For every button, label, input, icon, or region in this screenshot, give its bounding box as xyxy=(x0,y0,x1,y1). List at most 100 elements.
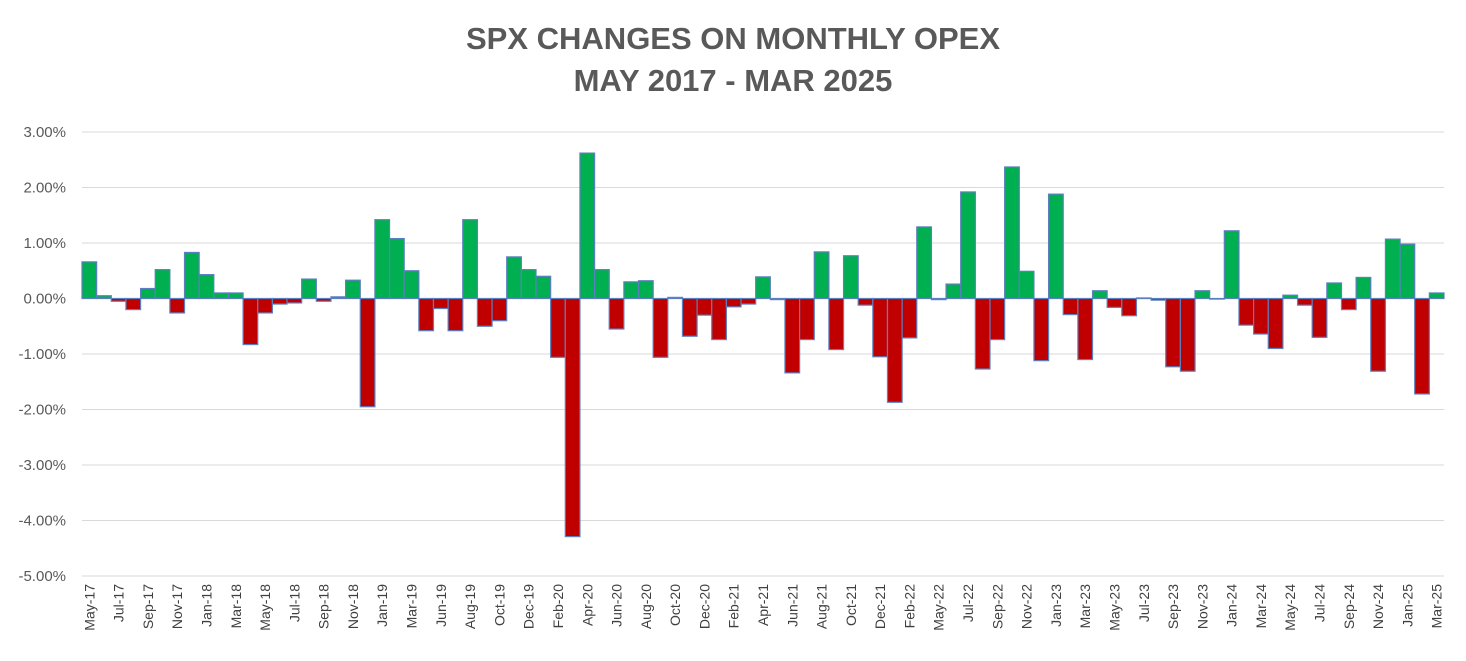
x-tick-label: Mar-25 xyxy=(1429,584,1445,629)
x-tick-label: Mar-18 xyxy=(228,584,244,629)
bar-Jun-23 xyxy=(1121,297,1138,317)
x-tick-label: Feb-20 xyxy=(550,584,566,629)
x-tick-label: Feb-22 xyxy=(901,584,917,629)
bar-Jun-17 xyxy=(96,295,112,300)
bar-Oct-17 xyxy=(154,269,171,300)
bar-Jul-17 xyxy=(110,297,127,302)
bar-Mar-20 xyxy=(564,297,581,538)
bar-Apr-20 xyxy=(579,152,596,300)
bar-Sep-19 xyxy=(476,297,493,327)
bar-Jun-20 xyxy=(608,297,625,330)
x-tick-label: Aug-21 xyxy=(814,584,830,629)
bar-Aug-18 xyxy=(301,278,317,300)
x-tick-label: Aug-19 xyxy=(462,584,478,629)
bar-Feb-22 xyxy=(901,297,918,339)
bar-Jan-21 xyxy=(711,297,727,341)
x-tick-label: Sep-23 xyxy=(1165,584,1181,629)
bar-Aug-22 xyxy=(974,297,991,370)
x-tick-label: Oct-19 xyxy=(491,584,507,626)
y-tick-label: -1.00% xyxy=(18,346,66,363)
x-tick-label: May-24 xyxy=(1282,584,1298,631)
bar-Jan-25 xyxy=(1399,243,1416,300)
bar-Oct-21 xyxy=(842,255,859,300)
x-tick-label: Nov-23 xyxy=(1194,584,1210,629)
x-tick-label: Feb-21 xyxy=(726,584,742,629)
x-tick-label: Mar-24 xyxy=(1253,584,1269,629)
x-tick-label: Oct-21 xyxy=(843,584,859,626)
bar-Mar-19 xyxy=(403,270,420,300)
x-tick-label: Jan-24 xyxy=(1224,584,1240,627)
bar-Apr-21 xyxy=(755,276,771,300)
x-tick-label: May-23 xyxy=(1106,584,1122,631)
bar-Mar-18 xyxy=(227,292,244,300)
x-tick-label: Jul-24 xyxy=(1312,584,1328,622)
bar-Mar-22 xyxy=(916,226,933,300)
x-tick-label: Sep-24 xyxy=(1341,584,1357,629)
x-tick-label: Nov-18 xyxy=(345,584,361,629)
bar-Oct-20 xyxy=(667,296,684,300)
x-tick-label: Mar-23 xyxy=(1077,584,1093,629)
bar-Aug-20 xyxy=(637,280,654,300)
bar-Feb-18 xyxy=(213,292,230,300)
y-tick-label: -4.00% xyxy=(18,513,66,530)
y-tick-label: -5.00% xyxy=(18,568,66,585)
x-tick-label: Dec-21 xyxy=(872,584,888,629)
bar-Feb-20 xyxy=(550,297,566,358)
x-tick-label: Jan-18 xyxy=(198,584,214,627)
bar-Apr-18 xyxy=(242,297,259,346)
bar-Sep-23 xyxy=(1165,297,1181,368)
bar-Nov-19 xyxy=(506,256,522,300)
y-tick-label: 1.00% xyxy=(23,235,66,252)
bar-Nov-22 xyxy=(1018,270,1035,300)
bar-Sep-22 xyxy=(989,297,1006,341)
x-tick-label: Nov-24 xyxy=(1370,584,1386,629)
chart-title-line-1: SPX CHANGES ON MONTHLY OPEX xyxy=(466,21,1000,56)
x-tick-label: Aug-20 xyxy=(638,584,654,629)
bar-Oct-19 xyxy=(491,297,508,322)
bar-Jul-22 xyxy=(960,191,976,300)
x-tick-label: Jul-18 xyxy=(286,584,302,622)
bar-May-21 xyxy=(769,297,786,301)
x-tick-label: Apr-20 xyxy=(579,584,595,626)
x-tick-label: Dec-19 xyxy=(521,584,537,629)
x-tick-label: May-17 xyxy=(81,584,97,631)
bar-Jan-23 xyxy=(1047,193,1064,300)
bar-Aug-21 xyxy=(813,251,830,300)
x-tick-label: Nov-17 xyxy=(169,584,185,629)
x-tick-label: Jan-23 xyxy=(1048,584,1064,627)
bar-Dec-24 xyxy=(1384,238,1401,300)
bar-Jan-20 xyxy=(535,275,552,300)
bar-Oct-22 xyxy=(1004,166,1020,300)
bar-Jun-21 xyxy=(784,297,801,374)
chart-title-line-2: MAY 2017 - MAR 2025 xyxy=(573,63,893,98)
bar-Sep-24 xyxy=(1340,297,1357,311)
bar-Dec-19 xyxy=(520,269,537,300)
x-tick-label: Apr-21 xyxy=(755,584,771,626)
bar-Aug-17 xyxy=(125,297,142,311)
bar-Nov-23 xyxy=(1194,290,1211,300)
x-tick-label: Jun-19 xyxy=(433,584,449,627)
bar-Apr-24 xyxy=(1267,297,1284,350)
bar-Sep-18 xyxy=(315,297,332,302)
chart-title: SPX CHANGES ON MONTHLY OPEX MAY 2017 - M… xyxy=(0,18,1466,102)
x-axis-ticks: May-17 Jul-17 Sep-17 Nov-17 Jan-18 Mar-18 May-… xyxy=(81,584,1444,631)
bar-May-24 xyxy=(1282,294,1299,300)
bar-Aug-23 xyxy=(1150,297,1167,301)
bar-Mar-24 xyxy=(1253,297,1269,335)
gridlines xyxy=(82,131,1444,577)
y-axis-ticks: 3.00% 2.00% 1.00% 0.00% -1.00% -2.00% -3.00% -4… xyxy=(18,124,66,585)
bar-Jun-22 xyxy=(945,283,962,300)
bar-Aug-24 xyxy=(1326,282,1343,300)
y-tick-label: -3.00% xyxy=(18,457,66,474)
bar-Feb-24 xyxy=(1238,297,1255,326)
bar-Nov-21 xyxy=(857,297,874,306)
x-tick-label: Sep-17 xyxy=(140,584,156,629)
bars xyxy=(81,152,1445,538)
bar-Jan-22 xyxy=(886,297,903,403)
bar-Oct-23 xyxy=(1179,297,1196,372)
y-tick-label: 0.00% xyxy=(23,291,66,308)
x-tick-label: Jan-19 xyxy=(374,584,390,627)
bar-Sep-21 xyxy=(828,297,845,351)
